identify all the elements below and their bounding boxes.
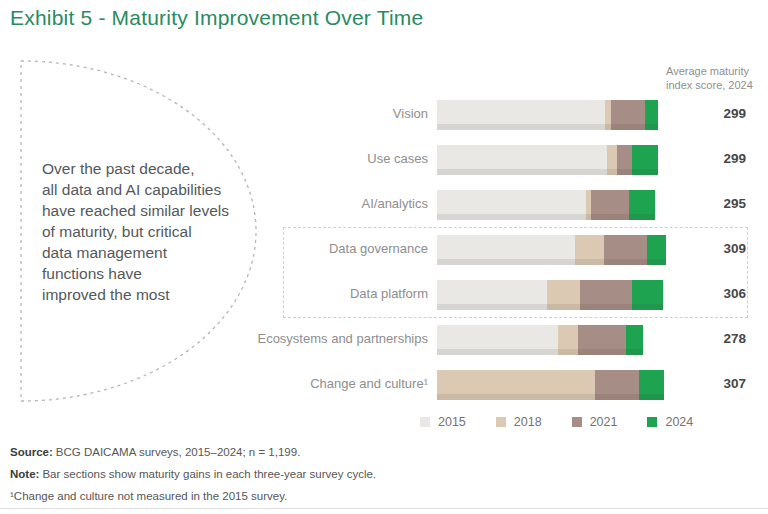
legend-swatch-icon xyxy=(496,417,506,427)
footnote-line: ¹Change and culture not measured in the … xyxy=(10,485,376,507)
bar-segment-2024 xyxy=(626,325,642,355)
bar-segment-2018 xyxy=(437,370,595,400)
stacked-bar xyxy=(437,280,663,310)
bar-segment-2018 xyxy=(558,325,579,355)
bar-segment-2021 xyxy=(611,100,645,130)
legend-item-2021: 2021 xyxy=(572,415,618,429)
note-label: Note: xyxy=(10,468,39,480)
chart-row: Data governance 309 xyxy=(0,235,768,265)
stacked-bar xyxy=(437,100,658,130)
bar-chart: Vision 299 Use cases 299 AI/analytics 295 Data… xyxy=(0,0,768,430)
source-text: BCG DAICAMA surveys, 2015–2024; n = 1,19… xyxy=(56,446,301,458)
legend-swatch-icon xyxy=(647,417,657,427)
chart-row: Data platform 306 xyxy=(0,280,768,310)
score-value: 309 xyxy=(680,235,746,263)
bar-segment-2024 xyxy=(632,280,663,310)
bar-segment-2024 xyxy=(645,100,658,130)
bar-segment-2024 xyxy=(639,370,664,400)
chart-row: AI/analytics 295 xyxy=(0,190,768,220)
bar-segment-2018 xyxy=(547,280,580,310)
row-label: Data governance xyxy=(140,235,428,263)
bar-segment-2021 xyxy=(617,145,633,175)
bar-segment-2015 xyxy=(437,190,586,220)
stacked-bar xyxy=(437,145,658,175)
legend-item-2018: 2018 xyxy=(496,415,542,429)
bar-segment-2024 xyxy=(647,235,666,265)
chart-legend: 2015 2018 2021 2024 xyxy=(420,415,693,429)
stacked-bar xyxy=(437,190,655,220)
legend-label: 2024 xyxy=(665,415,693,429)
bar-segment-2021 xyxy=(604,235,647,265)
row-label: AI/analytics xyxy=(140,190,428,218)
chart-row: Vision 299 xyxy=(0,100,768,130)
score-value: 299 xyxy=(680,100,746,128)
bar-segment-2021 xyxy=(578,325,626,355)
stacked-bar xyxy=(437,370,664,400)
source-label: Source: xyxy=(10,446,53,458)
legend-label: 2021 xyxy=(590,415,618,429)
legend-swatch-icon xyxy=(420,417,430,427)
score-value: 295 xyxy=(680,190,746,218)
score-value: 299 xyxy=(680,145,746,173)
row-label: Change and culture¹ xyxy=(140,370,428,398)
legend-label: 2018 xyxy=(514,415,542,429)
chart-footer: Source:BCG DAICAMA surveys, 2015–2024; n… xyxy=(10,441,376,507)
bar-segment-2024 xyxy=(629,190,655,220)
score-value: 278 xyxy=(680,325,746,353)
bar-segment-2021 xyxy=(580,280,633,310)
row-label: Ecosystems and partnerships xyxy=(140,325,428,353)
score-value: 306 xyxy=(680,280,746,308)
bar-segment-2021 xyxy=(591,190,629,220)
bar-segment-2018 xyxy=(575,235,604,265)
score-value: 307 xyxy=(680,370,746,398)
bar-segment-2024 xyxy=(632,145,658,175)
chart-row: Change and culture¹ 307 xyxy=(0,370,768,400)
chart-row: Use cases 299 xyxy=(0,145,768,175)
bar-segment-2015 xyxy=(437,145,607,175)
legend-swatch-icon xyxy=(572,417,582,427)
stacked-bar xyxy=(437,235,666,265)
chart-row: Ecosystems and partnerships 278 xyxy=(0,325,768,355)
exhibit-page: Exhibit 5 - Maturity Improvement Over Ti… xyxy=(0,0,768,514)
bar-segment-2021 xyxy=(595,370,639,400)
note-line: Note:Bar sections show maturity gains in… xyxy=(10,463,376,485)
bar-segment-2015 xyxy=(437,280,547,310)
bar-segment-2015 xyxy=(437,325,558,355)
note-text: Bar sections show maturity gains in each… xyxy=(42,468,376,480)
bar-segment-2015 xyxy=(437,235,575,265)
row-label: Use cases xyxy=(140,145,428,173)
stacked-bar xyxy=(437,325,643,355)
row-label: Data platform xyxy=(140,280,428,308)
legend-item-2015: 2015 xyxy=(420,415,466,429)
bottom-divider xyxy=(0,508,768,509)
source-line: Source:BCG DAICAMA surveys, 2015–2024; n… xyxy=(10,441,376,463)
bar-segment-2018 xyxy=(607,145,617,175)
legend-label: 2015 xyxy=(438,415,466,429)
row-label: Vision xyxy=(140,100,428,128)
bar-segment-2015 xyxy=(437,100,605,130)
legend-item-2024: 2024 xyxy=(647,415,693,429)
